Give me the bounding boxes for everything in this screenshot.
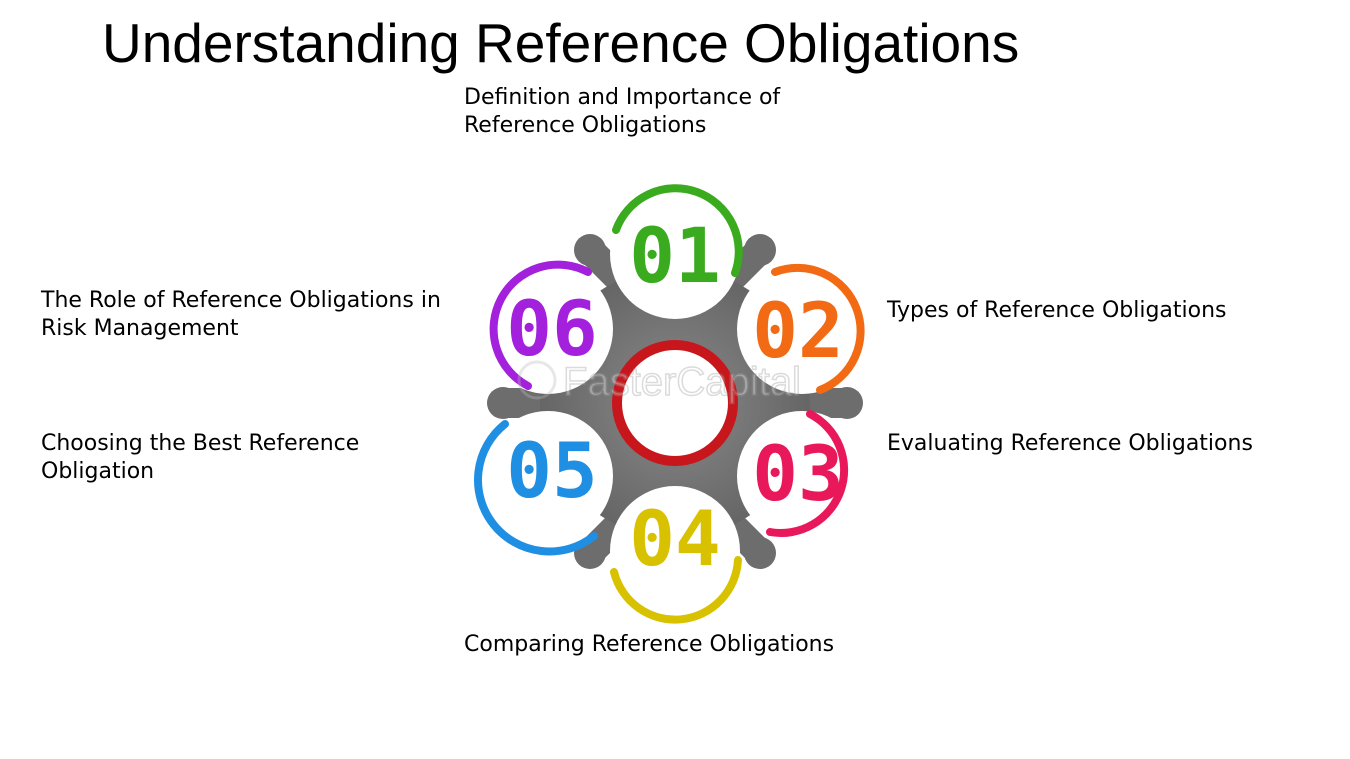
step-number-01: 01 [629, 211, 721, 300]
step-number-02: 02 [752, 286, 844, 375]
center-ring [612, 340, 738, 466]
step-number-03: 03 [752, 429, 844, 518]
petal-01-bg [610, 189, 740, 319]
petal-02: 02 [737, 263, 867, 394]
petal-06: 06 [483, 260, 613, 394]
petal-05-arc [473, 420, 598, 556]
step-number-04: 04 [629, 494, 721, 583]
petal-01-arc [612, 184, 743, 277]
petal-05: 05 [473, 411, 613, 556]
petal-06-bg [483, 264, 613, 394]
petal-04-bg [610, 486, 740, 616]
petal-06-arc [489, 260, 592, 390]
petal-03: 03 [737, 410, 867, 541]
watermark-logo-icon [517, 360, 557, 400]
step-label-04: Comparing Reference Obligations [464, 632, 835, 657]
petal-04: 04 [610, 486, 742, 624]
step-label-03: Evaluating Reference Obligations [887, 431, 1253, 456]
watermark: FasterCapital [517, 359, 802, 405]
watermark-text: FasterCapital [563, 360, 801, 404]
petal-02-arc [771, 263, 865, 394]
step-label-05: Choosing the Best Reference Obligation [41, 431, 360, 484]
petal-04-arc [610, 556, 742, 624]
petal-01: 01 [610, 184, 743, 319]
step-label-06: The Role of Reference Obligations in Ris… [41, 288, 441, 341]
petal-02-bg [737, 264, 867, 394]
step-label-01: Definition and Importance of Reference O… [464, 85, 781, 138]
petal-03-arc [766, 410, 849, 537]
step-label-02: Types of Reference Obligations [887, 298, 1227, 323]
petal-05-bg [483, 411, 613, 541]
step-number-05: 05 [506, 426, 598, 515]
page-title: Understanding Reference Obligations [102, 12, 1020, 74]
step-number-06: 06 [506, 284, 598, 373]
